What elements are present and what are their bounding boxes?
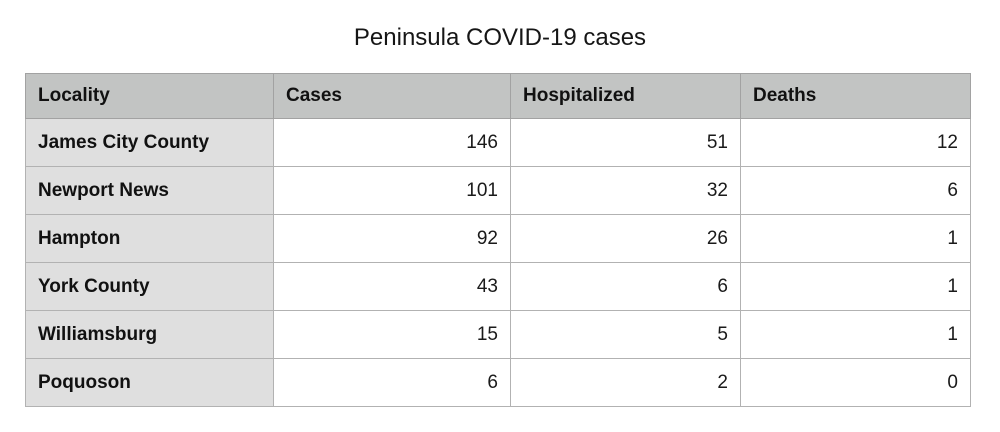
cell-hospitalized: 26 [510, 214, 741, 263]
table-row: Williamsburg 15 5 1 [25, 310, 971, 359]
table-row: Newport News 101 32 6 [25, 166, 971, 215]
cell-deaths: 1 [740, 310, 971, 359]
column-header-locality: Locality [25, 73, 274, 119]
cell-hospitalized: 6 [510, 262, 741, 311]
row-label-locality: Poquoson [25, 358, 274, 407]
covid-cases-table: Locality Cases Hospitalized Deaths James… [25, 73, 971, 407]
cell-cases: 43 [273, 262, 511, 311]
cell-hospitalized: 32 [510, 166, 741, 215]
cell-cases: 101 [273, 166, 511, 215]
cell-deaths: 6 [740, 166, 971, 215]
cell-cases: 92 [273, 214, 511, 263]
table-row: Hampton 92 26 1 [25, 214, 971, 263]
row-label-locality: York County [25, 262, 274, 311]
cell-hospitalized: 51 [510, 118, 741, 167]
table-header-row: Locality Cases Hospitalized Deaths [25, 73, 971, 119]
table-row: James City County 146 51 12 [25, 118, 971, 167]
cell-deaths: 1 [740, 214, 971, 263]
cell-cases: 6 [273, 358, 511, 407]
cell-deaths: 1 [740, 262, 971, 311]
cell-cases: 15 [273, 310, 511, 359]
cell-hospitalized: 5 [510, 310, 741, 359]
row-label-locality: Williamsburg [25, 310, 274, 359]
column-header-cases: Cases [273, 73, 511, 119]
row-label-locality: James City County [25, 118, 274, 167]
page-title: Peninsula COVID-19 cases [353, 24, 647, 51]
column-header-deaths: Deaths [740, 73, 971, 119]
cell-deaths: 0 [740, 358, 971, 407]
row-label-locality: Newport News [25, 166, 274, 215]
column-header-hospitalized: Hospitalized [510, 73, 741, 119]
row-label-locality: Hampton [25, 214, 274, 263]
table-row: Poquoson 6 2 0 [25, 358, 971, 407]
cell-deaths: 12 [740, 118, 971, 167]
table-row: York County 43 6 1 [25, 262, 971, 311]
cell-hospitalized: 2 [510, 358, 741, 407]
cell-cases: 146 [273, 118, 511, 167]
